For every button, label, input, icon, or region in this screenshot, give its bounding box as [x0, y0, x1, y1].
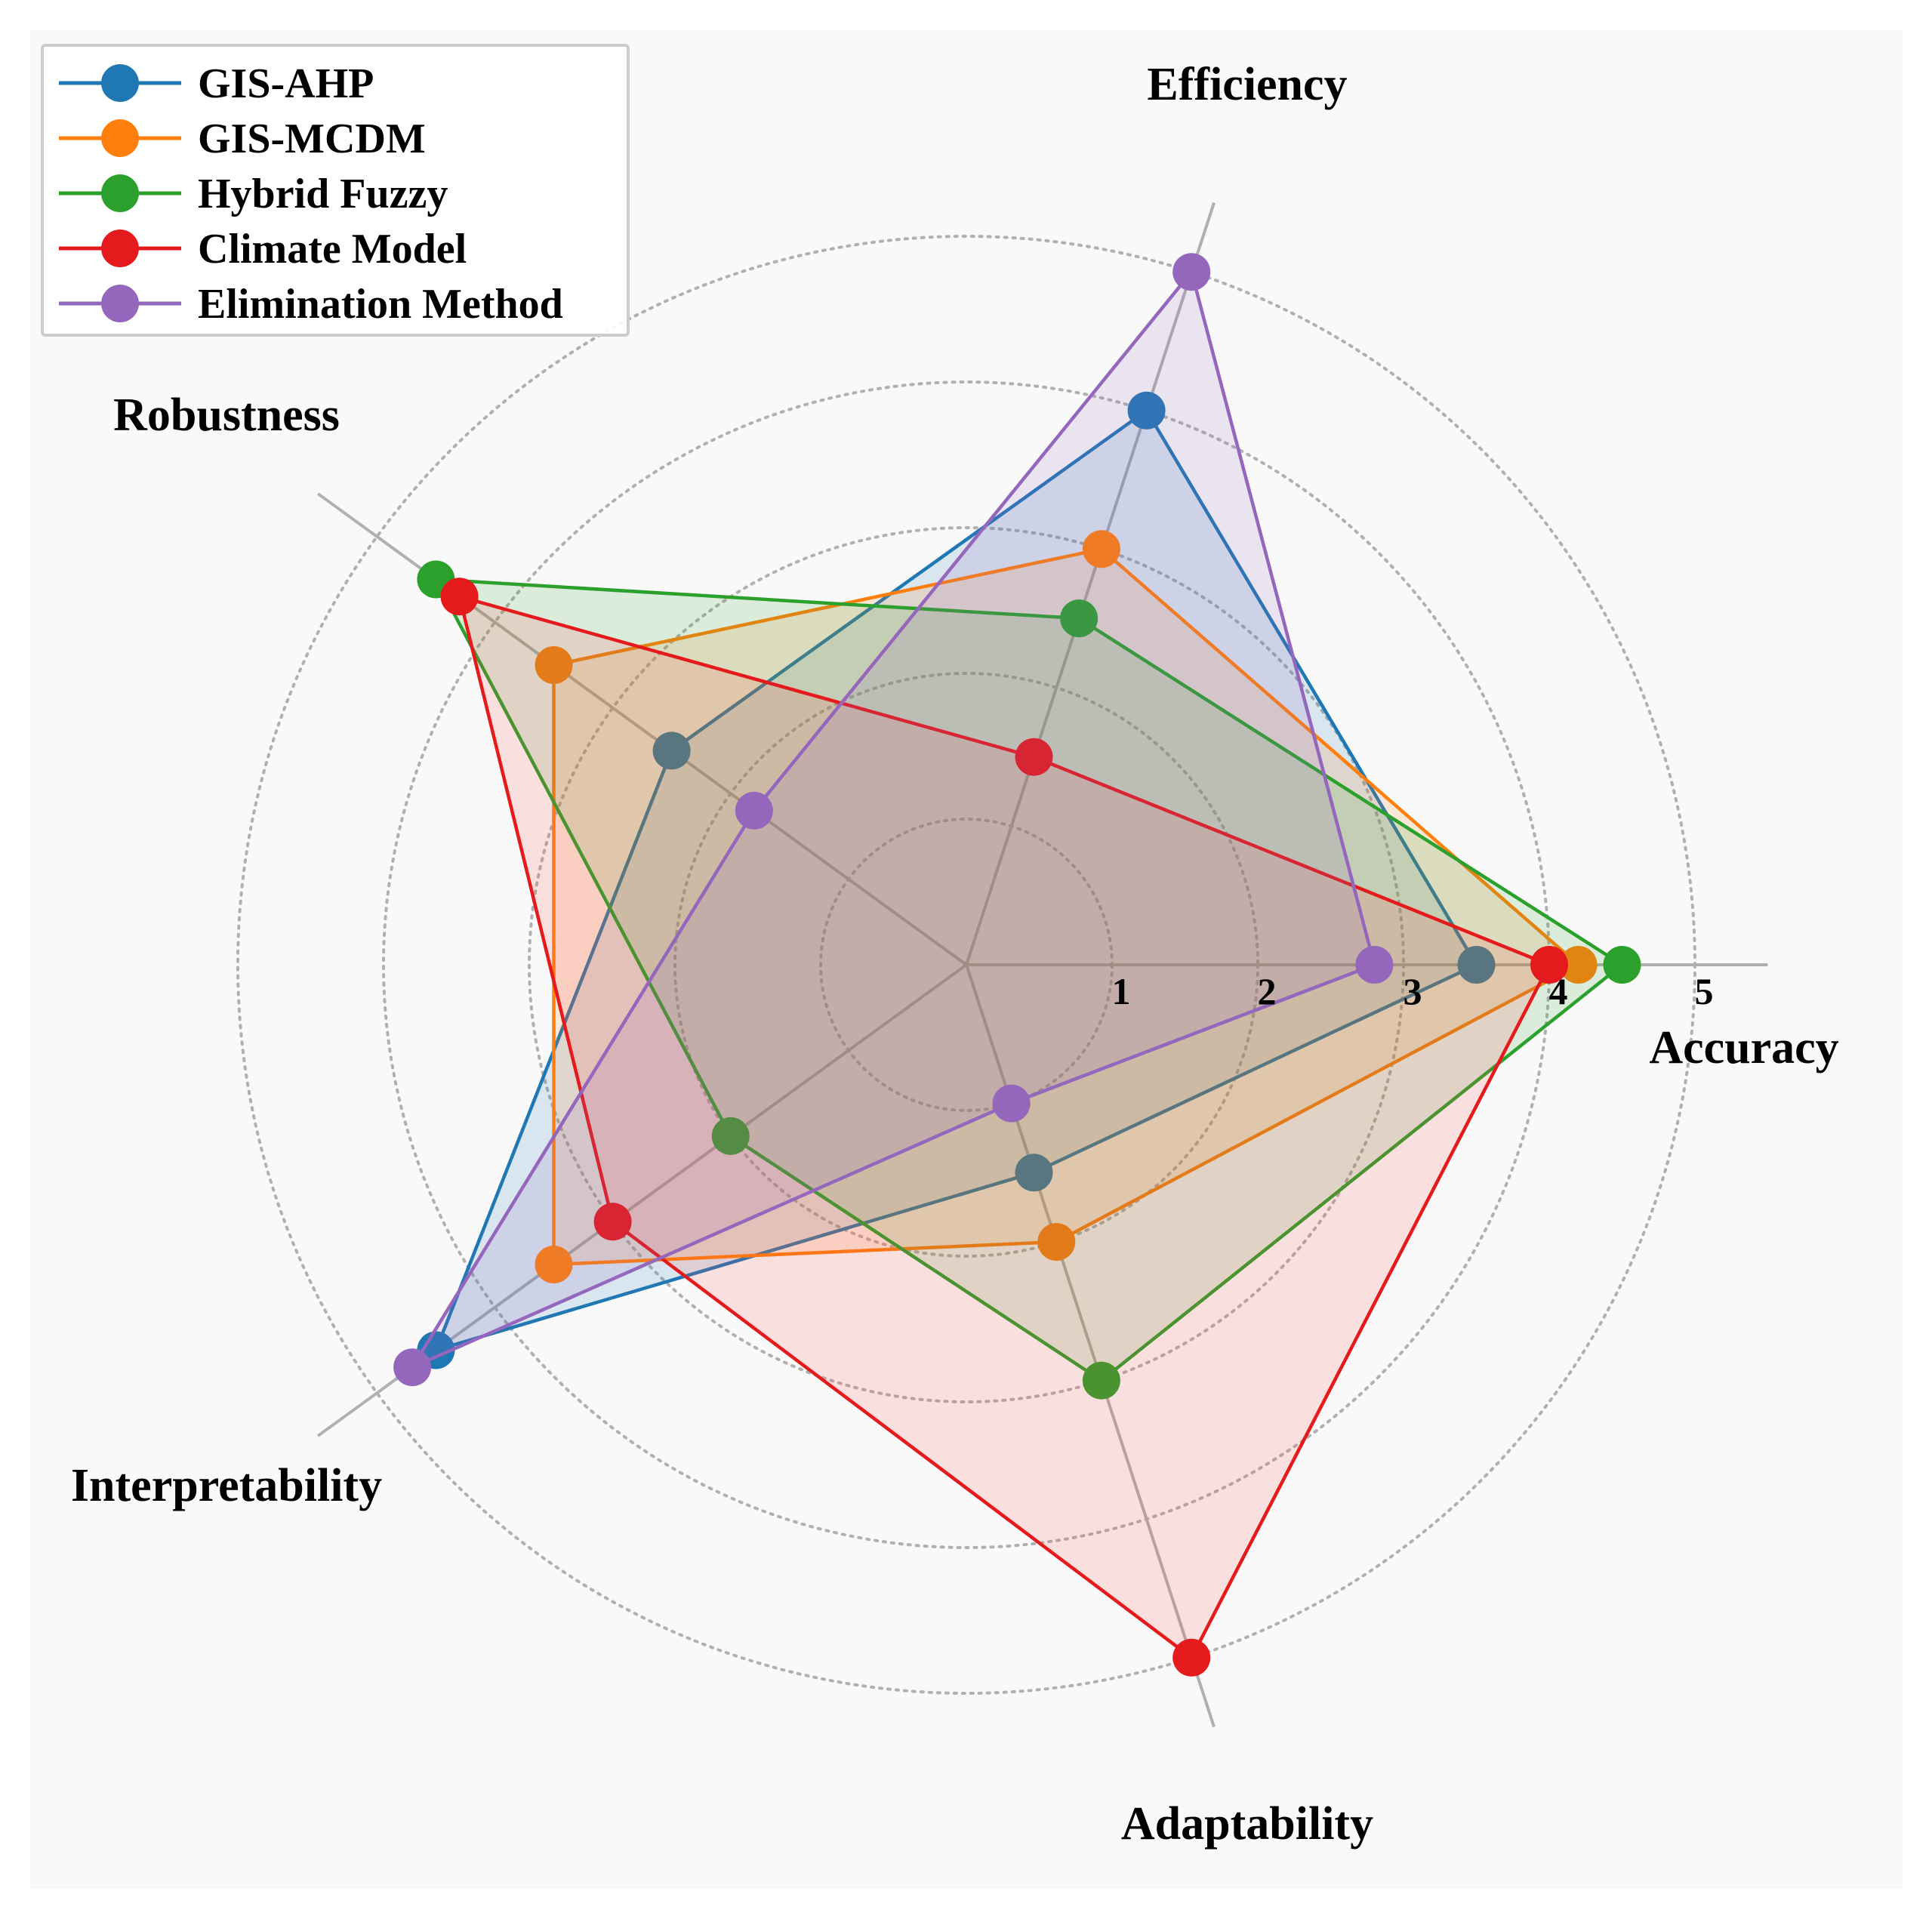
- series-fill-gis-ahp: [436, 410, 1477, 1351]
- axis-label-robustness: Robustness: [113, 390, 340, 441]
- series-line-climate-model: [458, 594, 1551, 1660]
- tick-label-5: 5: [1695, 970, 1714, 1012]
- axis-line-efficiency: [965, 202, 1216, 966]
- series-line-elimination-method: [410, 270, 1376, 1369]
- legend-box: [41, 44, 630, 337]
- tick-label-2: 2: [1258, 970, 1277, 1012]
- point-elimination-method-accuracy: [1355, 946, 1394, 984]
- point-climate-model-robustness: [440, 578, 479, 616]
- legend-item-hybrid-fuzzy: Hybrid Fuzzy: [59, 171, 448, 217]
- legend-item-gis-ahp: GIS-AHP: [59, 60, 374, 107]
- legend-marker-gis-mcdm: [101, 119, 139, 157]
- legend-marker-climate-model: [101, 229, 139, 267]
- point-climate-model-accuracy: [1530, 946, 1568, 984]
- point-hybrid-fuzzy-adaptability: [1082, 1361, 1120, 1400]
- point-elimination-method-adaptability: [992, 1084, 1031, 1123]
- series-fill-elimination-method: [412, 272, 1375, 1368]
- label-layer: Accuracy Efficiency Robustness Interpretabi…: [71, 59, 1839, 1850]
- point-hybrid-fuzzy-accuracy: [1603, 946, 1641, 984]
- axis-label-efficiency: Efficiency: [1147, 59, 1347, 110]
- point-gis-ahp-adaptability: [1015, 1154, 1053, 1192]
- legend-item-gis-mcdm: GIS-MCDM: [59, 116, 426, 162]
- point-climate-model-interpretability: [593, 1203, 632, 1241]
- point-gis-ahp-accuracy: [1457, 946, 1496, 984]
- point-gis-ahp-efficiency: [1127, 391, 1166, 430]
- point-elimination-method-interpretability: [393, 1348, 432, 1387]
- legend-marker-hybrid-fuzzy: [101, 174, 139, 212]
- point-gis-ahp-robustness: [652, 732, 691, 770]
- legend-marker-elimination-method: [101, 285, 139, 322]
- legend-label-climate-model: Climate Model: [198, 226, 467, 273]
- point-gis-mcdm-interpretability: [535, 1246, 573, 1283]
- point-gis-mcdm-efficiency: [1082, 530, 1120, 568]
- legend-item-climate-model: Climate Model: [59, 226, 467, 273]
- point-gis-mcdm-robustness: [535, 646, 573, 684]
- series-fill-gis-mcdm: [553, 549, 1579, 1264]
- series-line-gis-mcdm: [552, 547, 1580, 1267]
- legend-label-elimination-method: Elimination Method: [198, 281, 563, 328]
- legend-label-gis-ahp: GIS-AHP: [198, 60, 374, 107]
- point-climate-model-adaptability: [1172, 1638, 1211, 1677]
- point-climate-model-efficiency: [1015, 738, 1053, 776]
- tick-label-4: 4: [1549, 970, 1568, 1012]
- point-elimination-method-efficiency: [1172, 253, 1211, 291]
- series-line-hybrid-fuzzy: [434, 578, 1624, 1382]
- point-hybrid-fuzzy-interpretability: [711, 1117, 750, 1155]
- legend: GIS-AHP GIS-MCDM Hybrid Fuzzy Climate Model…: [41, 44, 630, 337]
- series-layer: [393, 253, 1641, 1677]
- legend-item-elimination-method: Elimination Method: [59, 281, 563, 328]
- series-fill-climate-model: [459, 596, 1549, 1658]
- point-hybrid-fuzzy-efficiency: [1060, 599, 1098, 638]
- point-elimination-method-robustness: [735, 791, 773, 830]
- tick-label-1: 1: [1112, 970, 1131, 1012]
- legend-label-gis-mcdm: GIS-MCDM: [198, 116, 426, 162]
- axis-label-interpretability: Interpretability: [71, 1460, 382, 1511]
- legend-label-hybrid-fuzzy: Hybrid Fuzzy: [198, 171, 448, 217]
- legend-marker-gis-ahp: [101, 64, 139, 102]
- point-gis-mcdm-accuracy: [1559, 946, 1598, 984]
- point-gis-mcdm-adaptability: [1037, 1223, 1076, 1261]
- tick-label-3: 3: [1404, 970, 1422, 1012]
- axis-label-accuracy: Accuracy: [1649, 1022, 1838, 1073]
- axis-label-adaptability: Adaptability: [1121, 1798, 1373, 1850]
